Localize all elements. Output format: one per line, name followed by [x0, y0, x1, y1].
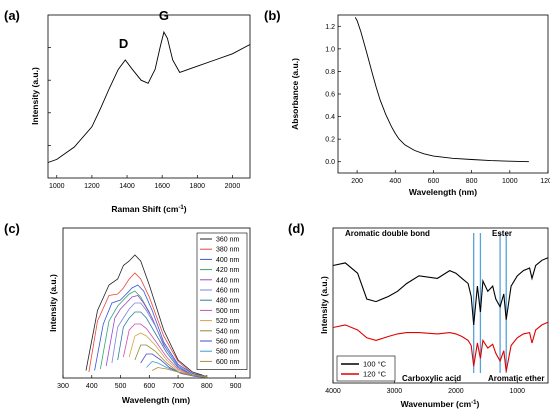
pl-series-line: [152, 367, 207, 378]
x-tick-label-d: 3000: [387, 388, 403, 395]
legend-label-c: 500 nm: [216, 308, 240, 315]
x-tick-label-b: 200: [351, 178, 363, 185]
y-axis-title-a: Intensity (a.u.): [30, 67, 40, 125]
legend-label-c: 580 nm: [216, 349, 240, 356]
x-tick-label-b: 1000: [502, 178, 518, 185]
pl-series-line: [94, 284, 207, 377]
pl-series-line: [111, 302, 207, 377]
x-tick-label-d: 1000: [509, 388, 525, 395]
x-tick-label-b: 600: [428, 178, 440, 185]
x-tick-label-c: 800: [201, 383, 213, 390]
legend-label-c: 540 nm: [216, 328, 240, 335]
y-axis-title-d: Intensity (a.u.): [319, 276, 329, 334]
x-tick-label-a: 2000: [225, 183, 241, 190]
pl-series-lines: [85, 254, 207, 378]
legend-c: 360 nm 380 nm 400 nm 420 nm 440 nm 460 nm 480 …: [196, 232, 248, 370]
absorbance-series-line: [354, 17, 529, 163]
x-tick-label-a: 1200: [84, 183, 100, 190]
legend-label-c: 420 nm: [216, 267, 240, 274]
y-axis-title-c: Intensity (a.u.): [48, 274, 58, 332]
ftir-series-line: [332, 321, 549, 372]
y-axis-title-b: Absorbance (a.u.): [290, 58, 300, 130]
legend-label-c: 480 nm: [216, 298, 240, 305]
x-axis-title-a: Raman Shift (cm-1): [111, 204, 186, 214]
x-tick-label-a: 1400: [119, 183, 135, 190]
pl-series-line: [88, 272, 207, 377]
x-ticks-a: 1000 1200 1400 1600 1800 2000: [49, 175, 240, 190]
marker-lines-d: [473, 233, 507, 373]
x-tick-label-a: 1600: [154, 183, 170, 190]
annotation-aromatic-ether: Aromatic ether: [488, 374, 544, 383]
legend-label-d: 100 °C: [363, 360, 387, 369]
x-tick-label-b: 400: [389, 178, 401, 185]
pl-series-line: [134, 344, 207, 377]
x-tick-label-d: 2000: [448, 388, 464, 395]
x-tick-label-a: 1000: [49, 183, 65, 190]
legend-box-d: [336, 355, 396, 382]
legend-label-d: 120 °C: [363, 370, 387, 379]
raman-series-line: [47, 30, 251, 163]
y-tick-label-b: 0.8: [325, 69, 335, 76]
panel-c: 300 400 500 600 700 800 900 360 nm 380 nm 400 nm…: [48, 227, 251, 405]
y-ticks-b: 0.0 0.2 0.4 0.6 0.8 1.0 1.2: [325, 24, 341, 166]
y-tick-label-b: 0.6: [325, 92, 335, 99]
pl-series-line: [128, 332, 207, 377]
y-tick-label-b: 0.4: [325, 114, 335, 121]
x-tick-label-c: 900: [230, 383, 242, 390]
x-tick-label-d: 4000: [325, 388, 341, 395]
x-tick-label-c: 600: [143, 383, 155, 390]
panel-a: 1000 1200 1400 1600 1800 2000 D G Raman Shift…: [30, 8, 251, 214]
x-ticks-c: 300 400 500 600 700 800 900: [57, 375, 242, 390]
y-tick-label-b: 1.2: [325, 24, 335, 31]
legend-label-c: 360 nm: [216, 237, 240, 244]
annotation-aromatic-double-bond: Aromatic double bond: [345, 229, 430, 238]
y-ticks-a: [48, 47, 51, 146]
pl-series-line: [140, 353, 207, 378]
panel-label-b: (b): [264, 8, 281, 23]
annotation-ester: Ester: [492, 229, 512, 238]
x-axis-title-c: Wavelength (nm): [122, 395, 190, 405]
y-tick-label-b: 0.0: [325, 159, 335, 166]
x-tick-label-c: 700: [172, 383, 184, 390]
panel-label-d: (d): [288, 221, 305, 236]
legend-label-c: 560 nm: [216, 339, 240, 346]
x-axis-title-b: Wavelength (nm): [409, 187, 477, 197]
legend-label-c: 460 nm: [216, 288, 240, 295]
pl-series-line: [85, 254, 207, 377]
x-tick-label-b: 800: [466, 178, 478, 185]
annotation-carboxylic-acid: Carboxylic acid: [402, 374, 461, 383]
ftir-series-lines: [332, 257, 549, 372]
legend-label-c: 600 nm: [216, 359, 240, 366]
panel-d: 4000 3000 2000 1000 Aromatic double bond Es…: [319, 227, 549, 409]
panel-label-a: (a): [4, 8, 20, 23]
legend-label-c: 520 nm: [216, 318, 240, 325]
panel-label-c: (c): [4, 221, 20, 236]
x-tick-label-c: 500: [115, 383, 127, 390]
legend-label-c: 440 nm: [216, 277, 240, 284]
y-tick-label-b: 1.0: [325, 46, 335, 53]
plot-frame-d: [332, 227, 549, 384]
plot-frame-a: [47, 14, 251, 179]
peak-label-g: G: [159, 8, 169, 23]
x-axis-title-d: Wavenumber (cm-1): [401, 399, 480, 409]
x-tick-label-c: 300: [57, 383, 69, 390]
plot-frame-b: [337, 14, 549, 174]
pl-series-line: [123, 323, 207, 377]
pl-series-line: [117, 311, 207, 377]
plot-frame-c: [62, 227, 251, 379]
x-tick-label-a: 1800: [190, 183, 206, 190]
y-tick-label-b: 0.2: [325, 137, 335, 144]
legend-box-c: [196, 232, 248, 370]
legend-label-c: 380 nm: [216, 247, 240, 254]
peak-label-d: D: [119, 36, 128, 51]
x-ticks-b: 200 400 600 800 1000 1200: [351, 170, 550, 185]
x-tick-label-c: 400: [86, 383, 98, 390]
x-tick-label-b: 1200: [540, 178, 550, 185]
panel-b: 200 400 600 800 1000 1200 0.0 0.2 0.4 0.6 0.8 1.0 1…: [290, 14, 550, 197]
legend-label-c: 400 nm: [216, 257, 240, 264]
ftir-series-line: [332, 257, 549, 325]
